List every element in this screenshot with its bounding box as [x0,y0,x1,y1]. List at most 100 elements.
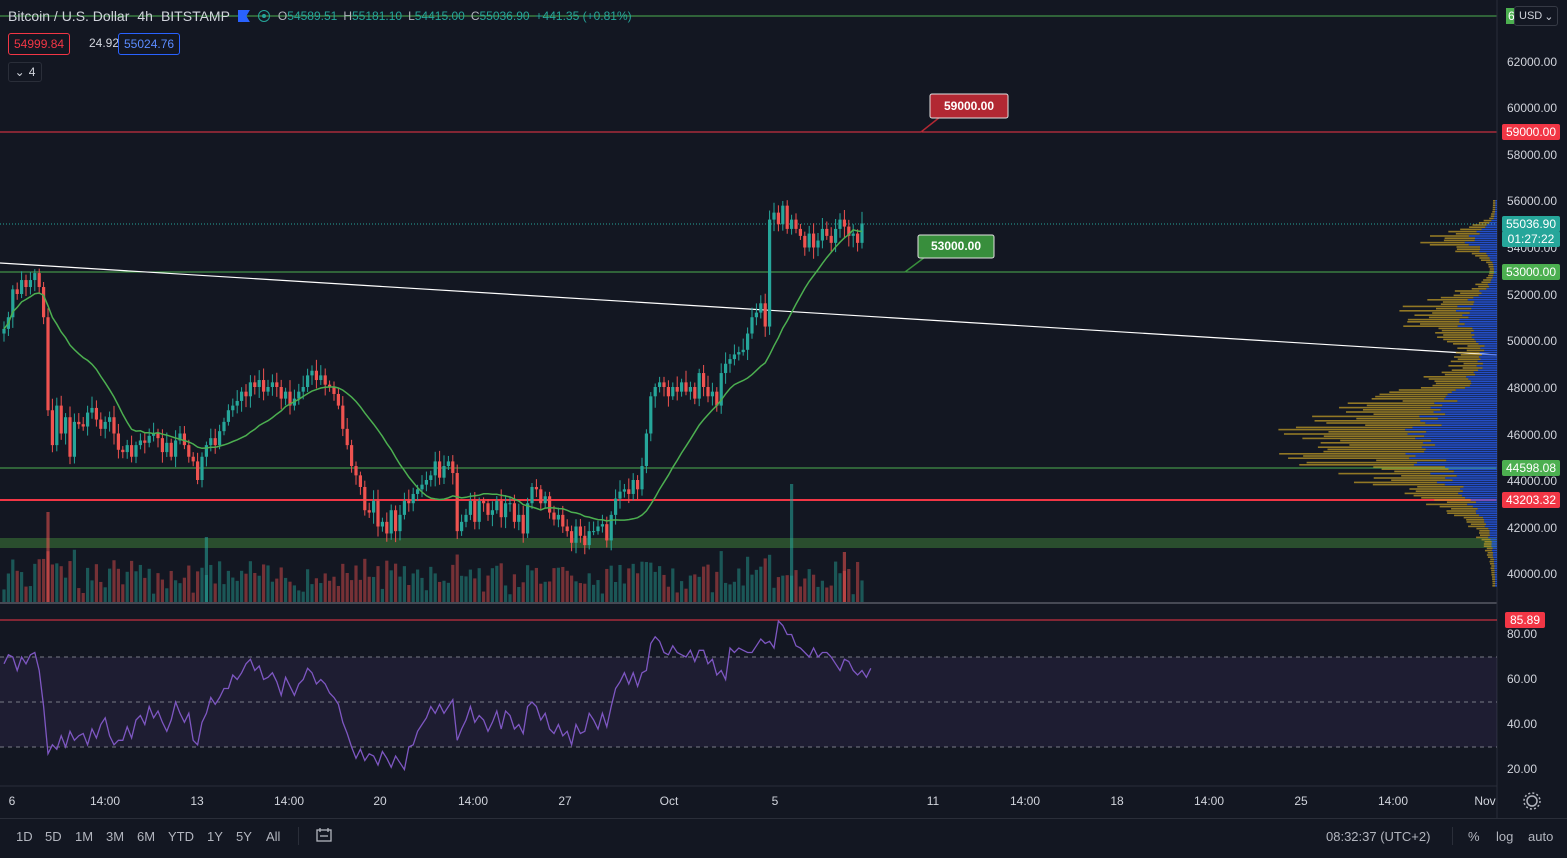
buy-button[interactable]: 55024.76 [118,33,181,55]
range-1y[interactable]: 1Y [207,829,223,844]
range-1d[interactable]: 1D [16,829,33,844]
vp-bar [1484,345,1497,347]
vp-bar [1419,415,1497,418]
volume-bar [358,579,362,602]
volume-bar [182,577,186,602]
vp-bar [1492,202,1496,204]
price-axis[interactable]: 62000.0060000.0058000.0056000.0054000.00… [1506,8,1557,581]
candle [103,416,107,439]
volume-bar [28,586,32,602]
vp-bar [1476,536,1489,539]
candle [55,397,59,452]
vp-bar [1455,250,1480,253]
vp-bar [1424,435,1497,437]
volume-bar [446,582,450,602]
date-range-icon[interactable] [316,828,332,842]
rsi-axis[interactable]: 80.00 60.00 40.00 20.00 85.89 [1505,612,1545,776]
volume-bar [618,564,622,602]
volume-bar [147,568,151,602]
volume-bar [750,574,754,602]
vp-bar [1409,457,1497,459]
vp-bar [1445,413,1497,415]
time-tick: 14:00 [274,794,304,808]
volume-bar [697,576,701,602]
currency-select[interactable]: USD ⌄ [1514,6,1559,26]
ohlc-values: O54589.51 H55181.10 L54415.00 C55036.90 … [277,9,632,23]
vp-bar [1465,497,1497,499]
moving-average-line [3,228,863,522]
vp-bar [1405,453,1497,455]
callout-53000[interactable]: 53000.00 [904,234,995,273]
candle [574,519,578,554]
vp-bar [1478,285,1490,288]
range-6m[interactable]: 6M [137,829,156,844]
vp-bar [1480,248,1497,250]
candle [86,405,90,436]
vp-bar [1494,563,1497,565]
candle [262,368,266,401]
range-5d[interactable]: 5D [45,829,62,844]
volume-bar [552,568,556,602]
vp-bar [1492,580,1496,583]
vp-bar [1413,494,1462,497]
vp-bar [1440,409,1497,411]
volume-bar [226,570,230,602]
interval[interactable]: 4h [137,8,153,24]
candle [226,404,230,426]
candle [825,221,829,240]
vp-bar [1447,393,1497,396]
candle [433,451,437,487]
log-toggle[interactable]: log [1496,829,1514,844]
vp-bar [1492,204,1496,206]
range-ytd[interactable]: YTD [168,829,194,844]
percent-toggle[interactable]: % [1468,829,1480,844]
market-status-icon[interactable] [257,10,270,22]
volume-bar [504,585,508,602]
vp-bar [1407,433,1497,435]
vp-bar [1448,230,1477,233]
vp-bar [1413,464,1497,466]
range-1m[interactable]: 1M [75,829,94,844]
candle [600,514,604,533]
candle [548,491,552,519]
candle [204,441,208,467]
symbol-header[interactable]: Bitcoin / U.S. Dollar 4h BITSTAMP O54589… [8,6,632,26]
range-5y[interactable]: 5Y [236,829,252,844]
callout-59000[interactable]: 59000.00 [920,93,1009,133]
time-axis[interactable]: 6 14:00 13 14:00 20 14:00 27 Oct 5 11 14:00 18 14:00… [9,794,1496,808]
volume-bar [134,571,138,602]
candle [561,505,565,533]
volume-bar [605,568,609,602]
vp-bar [1407,318,1460,321]
vp-bar [1481,228,1497,231]
vp-bar [1340,439,1432,442]
vp-bar [1478,514,1497,517]
auto-toggle[interactable]: auto [1528,829,1554,844]
clock[interactable]: 08:32:37 (UTC+2) [1326,829,1431,844]
indicators-toggle[interactable]: ⌄ 4 [8,62,42,82]
sell-button[interactable]: 54999.84 [8,33,71,55]
volume-bar [574,581,578,602]
volume-bar [72,549,76,602]
candle [539,485,543,510]
vp-bar [1489,222,1497,224]
trend-line[interactable] [0,262,1498,356]
vp-bar [1490,215,1495,217]
vp-bar [1489,257,1497,259]
range-3m[interactable]: 3M [106,829,125,844]
vp-bar [1494,574,1497,576]
vp-bar [1442,301,1475,303]
vp-bar [1365,424,1442,426]
range-all[interactable]: All [266,829,281,844]
gear-icon[interactable] [1523,792,1541,810]
vp-bar [1446,459,1497,462]
vp-bar [1349,444,1435,446]
volume-bar [376,566,380,602]
symbol-name[interactable]: Bitcoin / U.S. Dollar [8,8,130,24]
price-label: 53000.00 [1502,264,1560,280]
vp-bar [1457,325,1497,327]
vp-bar [1479,233,1497,235]
volume-bar [702,566,706,602]
